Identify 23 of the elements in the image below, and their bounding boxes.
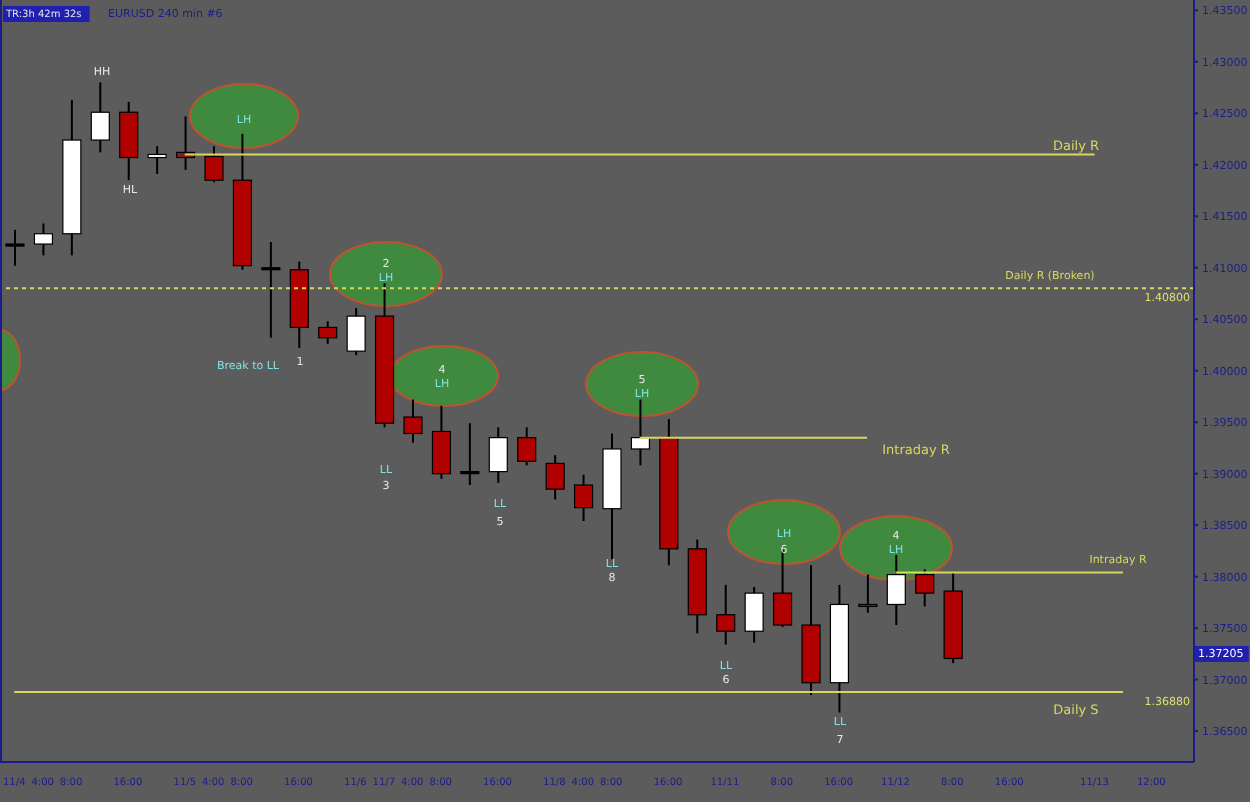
candlestick xyxy=(858,573,878,614)
candlestick xyxy=(33,222,54,257)
candlestick xyxy=(204,145,224,184)
candlestick xyxy=(573,473,594,523)
candlestick xyxy=(915,568,935,608)
candlestick xyxy=(346,306,366,357)
candlestick xyxy=(119,100,139,182)
candlestick xyxy=(460,422,480,486)
candlestick xyxy=(488,426,508,484)
candlestick xyxy=(431,404,452,480)
candlestick xyxy=(772,547,793,629)
candlestick xyxy=(403,398,423,444)
candlestick xyxy=(517,426,537,467)
candlestick xyxy=(886,554,906,627)
candlestick xyxy=(5,228,25,267)
candlestick xyxy=(90,81,110,154)
candlestick xyxy=(630,398,651,467)
candlestick xyxy=(147,145,167,176)
candlestick xyxy=(545,454,565,501)
candlestick xyxy=(318,320,338,345)
candlestick xyxy=(261,240,281,339)
candlestick xyxy=(716,583,736,646)
candlestick xyxy=(744,585,764,644)
